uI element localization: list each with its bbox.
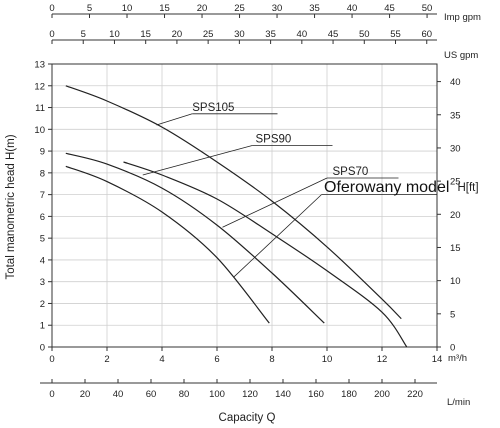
y-tick-label: 12 (34, 81, 45, 92)
y-tick-label: 9 (40, 147, 45, 158)
y-tick-label: 5 (40, 234, 45, 245)
pump-curve-4 (65, 165, 270, 324)
secondary-axis-tick-label: 5 (81, 29, 86, 40)
secondary-axis-tick-label: 20 (80, 389, 91, 400)
x-tick-label: 0 (49, 354, 54, 365)
us-gpm-unit-label: US gpm (444, 50, 478, 61)
y2-tick-label: 5 (450, 309, 455, 320)
lmin-unit-label: L/min (447, 397, 470, 408)
x-tick-label: 10 (322, 354, 333, 365)
secondary-axis-tick-label: 30 (234, 29, 245, 40)
series-label: SPS105 (192, 102, 234, 114)
y-tick-label: 11 (35, 103, 45, 114)
x-unit-label: m³/h (448, 353, 467, 364)
y-tick-label: 8 (40, 168, 45, 179)
secondary-axis-tick-label: 40 (113, 389, 124, 400)
secondary-axis-tick-label: 160 (308, 389, 324, 400)
secondary-axis-tick-label: 5 (87, 3, 92, 14)
secondary-axis-tick-label: 15 (159, 3, 170, 14)
secondary-axis-tick-label: 30 (272, 3, 283, 14)
y-tick-label: 4 (40, 255, 45, 266)
series-labels: SPS105 SPS90 SPS70 (142, 102, 437, 278)
series-label-leader (222, 177, 328, 228)
y2-tick-label: 40 (450, 77, 461, 88)
x-axis-title: Capacity Q (219, 412, 276, 424)
x-tick-label: 12 (377, 354, 388, 365)
secondary-axis-tick-label: 0 (49, 389, 54, 400)
secondary-axis-tick-label: 180 (341, 389, 357, 400)
secondary-axis-tick-label: 200 (374, 389, 390, 400)
y2-tick-label: 30 (450, 143, 461, 154)
y2-tick-label: 10 (450, 276, 461, 287)
x-tick-label: 6 (214, 354, 219, 365)
pump-curve-3 (65, 152, 325, 324)
y2-tick-label: 15 (450, 243, 461, 254)
y2-tick-label: 20 (450, 210, 461, 221)
secondary-axis-tick-label: 0 (49, 3, 54, 14)
secondary-axis-tick-label: 35 (265, 29, 276, 40)
secondary-axis-tick-label: 10 (122, 3, 133, 14)
y2-tick-label: 0 (450, 343, 455, 354)
series-label-leader (156, 113, 193, 126)
secondary-axis-tick-label: 55 (390, 29, 401, 40)
secondary-axis-tick-label: 60 (421, 29, 432, 40)
y2-axis-title: H[ft] (457, 182, 478, 194)
y-tick-label: 13 (34, 60, 45, 71)
secondary-axis-tick-label: 10 (109, 29, 120, 40)
y-tick-label: 0 (40, 343, 45, 354)
y2-tick-label: 25 (450, 177, 461, 188)
series-label: SPS70 (333, 166, 369, 178)
x-tick-label: 2 (104, 354, 109, 365)
y-tick-label: 2 (40, 299, 45, 310)
secondary-axis-tick-label: 40 (347, 3, 358, 14)
y-tick-label: 10 (34, 125, 45, 136)
grid-lines (52, 64, 437, 347)
secondary-axis-tick-label: 45 (328, 29, 339, 40)
series-label: SPS90 (256, 133, 292, 145)
offered-model-annotation: Oferowany model (324, 179, 449, 196)
x-tick-label: 4 (159, 354, 164, 365)
secondary-axis-tick-label: 50 (422, 3, 433, 14)
x-tick-label: 14 (432, 354, 443, 365)
secondary-axis-tick-label: 0 (49, 29, 54, 40)
secondary-axis-tick-label: 120 (242, 389, 258, 400)
secondary-axis-tick-label: 140 (275, 389, 291, 400)
y-axis-title: Total manometric head H(m) (5, 134, 17, 279)
series-label-leader (142, 144, 253, 176)
imp-gpm-unit-label: Imp gpm (444, 12, 481, 23)
x-tick-label: 8 (269, 354, 274, 365)
annotation-leader (233, 194, 322, 278)
pump-curves (65, 85, 408, 348)
secondary-axis-tick-label: 35 (309, 3, 320, 14)
secondary-axis-tick-label: 45 (384, 3, 395, 14)
secondary-axis-tick-label: 50 (359, 29, 370, 40)
secondary-axis-tick-label: 15 (140, 29, 151, 40)
pump-curve-1 (65, 85, 402, 320)
secondary-axis-tick-label: 40 (297, 29, 308, 40)
y-tick-label: 7 (40, 190, 45, 201)
secondary-axis-tick-label: 25 (234, 3, 245, 14)
pump-curve-2 (123, 161, 408, 348)
y2-tick-label: 35 (450, 110, 461, 121)
secondary-axis-tick-label: 25 (203, 29, 214, 40)
y-tick-label: 3 (40, 277, 45, 288)
secondary-axis-tick-label: 20 (172, 29, 183, 40)
axes: 0 2 4 6 8 10 12 1401234567891011121305101520253… (34, 3, 460, 400)
y-tick-label: 6 (40, 212, 45, 223)
secondary-axis-tick-label: 20 (197, 3, 208, 14)
secondary-axis-tick-label: 80 (179, 389, 190, 400)
secondary-axis-tick-label: 220 (407, 389, 423, 400)
y-tick-label: 1 (40, 321, 45, 332)
secondary-axis-tick-label: 100 (209, 389, 225, 400)
secondary-axis-tick-label: 60 (146, 389, 157, 400)
plot-frame (51, 63, 438, 348)
